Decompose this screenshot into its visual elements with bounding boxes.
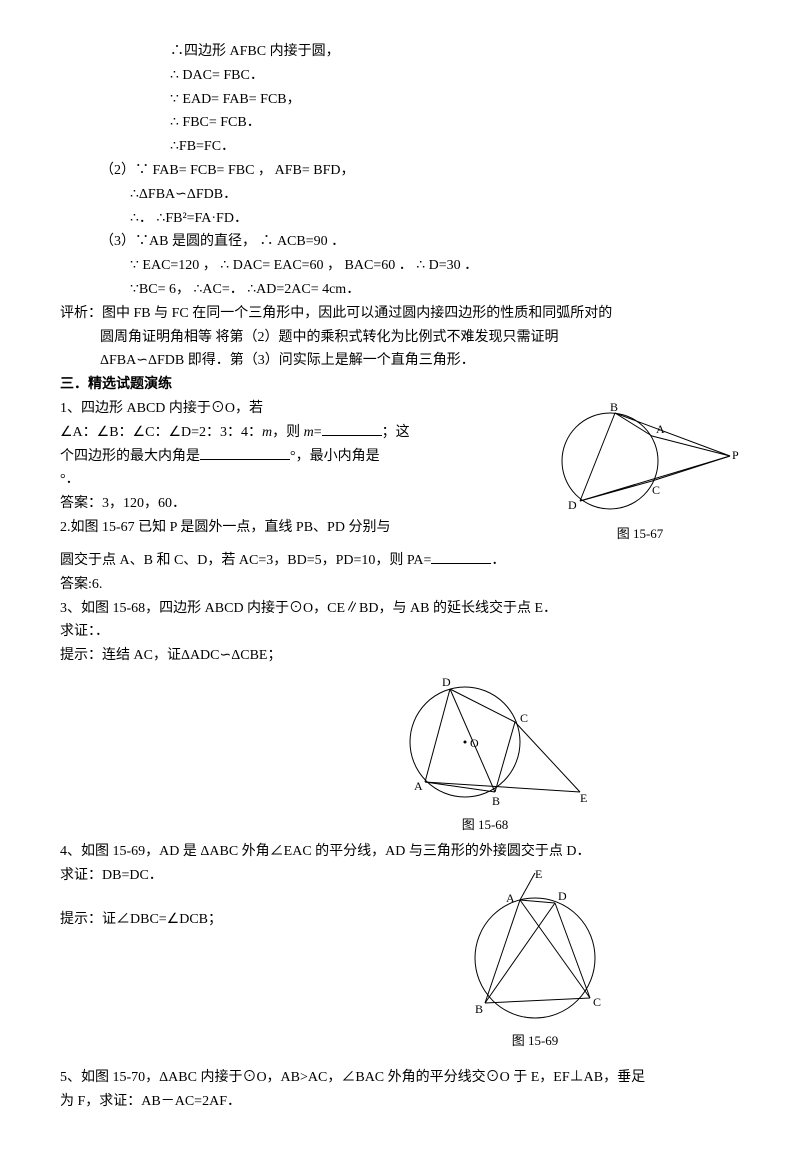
svg-text:A: A — [656, 422, 665, 436]
svg-text:P: P — [732, 448, 739, 462]
blank-field — [200, 445, 290, 460]
figure-caption: 图 15-69 — [450, 1030, 620, 1052]
svg-text:C: C — [652, 483, 660, 497]
review-line: 圆周角证明角相等 将第（2）题中的乘积式转化为比例式不难发现只需证明 — [60, 326, 740, 350]
q5-line: 为 F，求证：AB－AC=2AF． — [60, 1090, 740, 1114]
svg-text:B: B — [610, 401, 618, 414]
figure-15-68: D C E B A O 图 15-68 — [380, 672, 740, 836]
proof-line: ∴ DAC= FBC． — [60, 64, 740, 88]
q3-line: 3、如图 15-68，四边形 ABCD 内接于⊙O，CE∥BD，与 AB 的延长… — [60, 597, 740, 621]
q3-line: 求证：． — [60, 620, 740, 644]
answer-line: 答案:6. — [60, 573, 740, 597]
q2-line: 圆交于点 A、B 和 C、D，若 AC=3，BD=5，PD=10，则 PA=． — [60, 549, 740, 573]
q4-hint: 提示：证∠DBC=∠DCB； — [60, 908, 740, 932]
svg-text:C: C — [593, 995, 601, 1009]
svg-text:A: A — [506, 891, 515, 905]
proof-line: ∵BC= 6， ∴AC=． ∴AD=2AC= 4cm． — [60, 278, 740, 302]
svg-text:B: B — [492, 794, 500, 808]
blank-field — [322, 421, 382, 436]
svg-text:A: A — [414, 779, 423, 793]
svg-text:D: D — [568, 498, 577, 512]
proof-line: ∴ FBC= FCB． — [60, 111, 740, 135]
svg-text:E: E — [535, 868, 542, 881]
svg-text:D: D — [442, 675, 451, 689]
section-heading: 三．精选试题演练 — [60, 373, 740, 397]
svg-text:E: E — [580, 791, 587, 805]
q4-line: 求证：DB=DC． — [60, 864, 740, 888]
proof-line: ∵ EAD= FAB= FCB， — [60, 88, 740, 112]
proof-line: ∴FB=FC． — [60, 135, 740, 159]
figure-15-67: B A P C D 图 15-67 — [540, 401, 740, 545]
q3-hint: 提示：连结 AC，证ΔADC∽ΔCBE； — [60, 644, 740, 668]
proof-line: （3）∵AB 是圆的直径， ∴ ACB=90 ． — [60, 230, 740, 254]
svg-text:D: D — [558, 889, 567, 903]
q5-line: 5、如图 15-70，ΔABC 内接于⊙O，AB>AC，∠BAC 外角的平分线交… — [60, 1066, 740, 1090]
blank-field — [431, 549, 491, 564]
proof-line: （2）∵ FAB= FCB= FBC ， AFB= BFD， — [60, 159, 740, 183]
review-line: 评析：图中 FB 与 FC 在同一个三角形中，因此可以通过圆内接四边形的性质和同… — [60, 302, 740, 326]
proof-line: ∴ΔFBA∽ΔFDB． — [60, 183, 740, 207]
svg-text:O: O — [470, 736, 479, 750]
svg-text:C: C — [520, 711, 528, 725]
svg-text:B: B — [475, 1002, 483, 1016]
proof-line: ∴四边形 AFBC 内接于圆， — [60, 40, 740, 64]
figure-caption: 图 15-68 — [380, 814, 590, 836]
review-line: ΔFBA∽ΔFDB 即得．第（3）问实际上是解一个直角三角形． — [60, 349, 740, 373]
q4-line: 4、如图 15-69，AD 是 ΔABC 外角∠EAC 的平分线，AD 与三角形… — [60, 840, 740, 864]
figure-15-69: E A D B C 图 15-69 — [450, 868, 620, 1052]
proof-line: ∴． ∴FB²=FA·FD． — [60, 207, 740, 231]
proof-line: ∵ EAC=120 ， ∴ DAC= EAC=60 ， BAC=60 ． ∴ D… — [60, 254, 740, 278]
figure-caption: 图 15-67 — [540, 523, 740, 545]
